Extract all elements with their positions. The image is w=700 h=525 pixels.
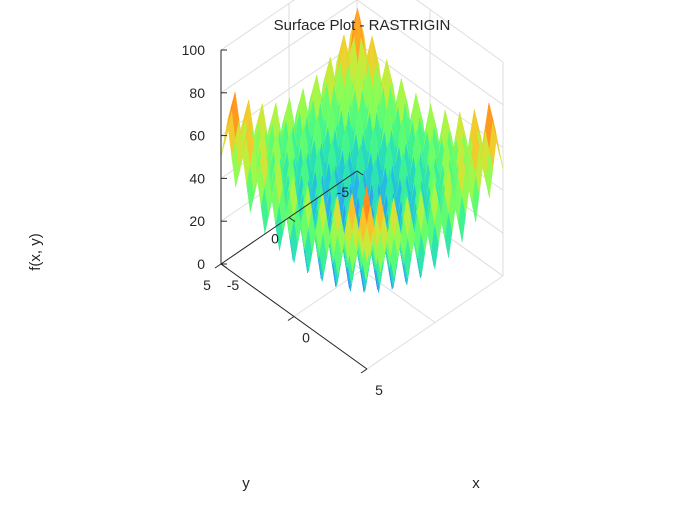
y-tick-label: 5: [203, 277, 211, 293]
z-tick-label: 60: [189, 128, 205, 144]
surface-face: [363, 224, 371, 263]
y-tick-mark: [220, 263, 228, 269]
z-tick-label: 40: [189, 170, 205, 186]
z-tick-label: 100: [182, 42, 206, 58]
surface-mesh: [220, 8, 504, 293]
axes: 0 20 40 60 80 100 -5 0 5 -5 0 5: [182, 42, 383, 398]
y-tick-label: -5: [337, 184, 350, 200]
x-tick-label: -5: [227, 277, 240, 293]
x-axis-label: x: [472, 475, 480, 492]
z-tick-label: 0: [197, 256, 205, 272]
y-tick-mark: [356, 170, 364, 176]
z-tick-label: 20: [189, 213, 205, 229]
x-tick-mark: [214, 263, 222, 269]
chart-title: Surface Plot - RASTRIGIN: [274, 17, 451, 34]
x-tick-mark: [287, 316, 295, 321]
y-axis-label: y: [242, 475, 250, 492]
x-grid-line: [366, 275, 504, 370]
x-tick-mark: [360, 368, 368, 374]
z-axis-label: f(x, y): [27, 233, 44, 271]
y-tick-label: 0: [271, 231, 279, 247]
y-tick-mark: [288, 217, 296, 222]
x-tick-label: 5: [375, 382, 383, 398]
x-tick-label: 0: [302, 330, 310, 346]
z-tick-label: 80: [189, 85, 205, 101]
